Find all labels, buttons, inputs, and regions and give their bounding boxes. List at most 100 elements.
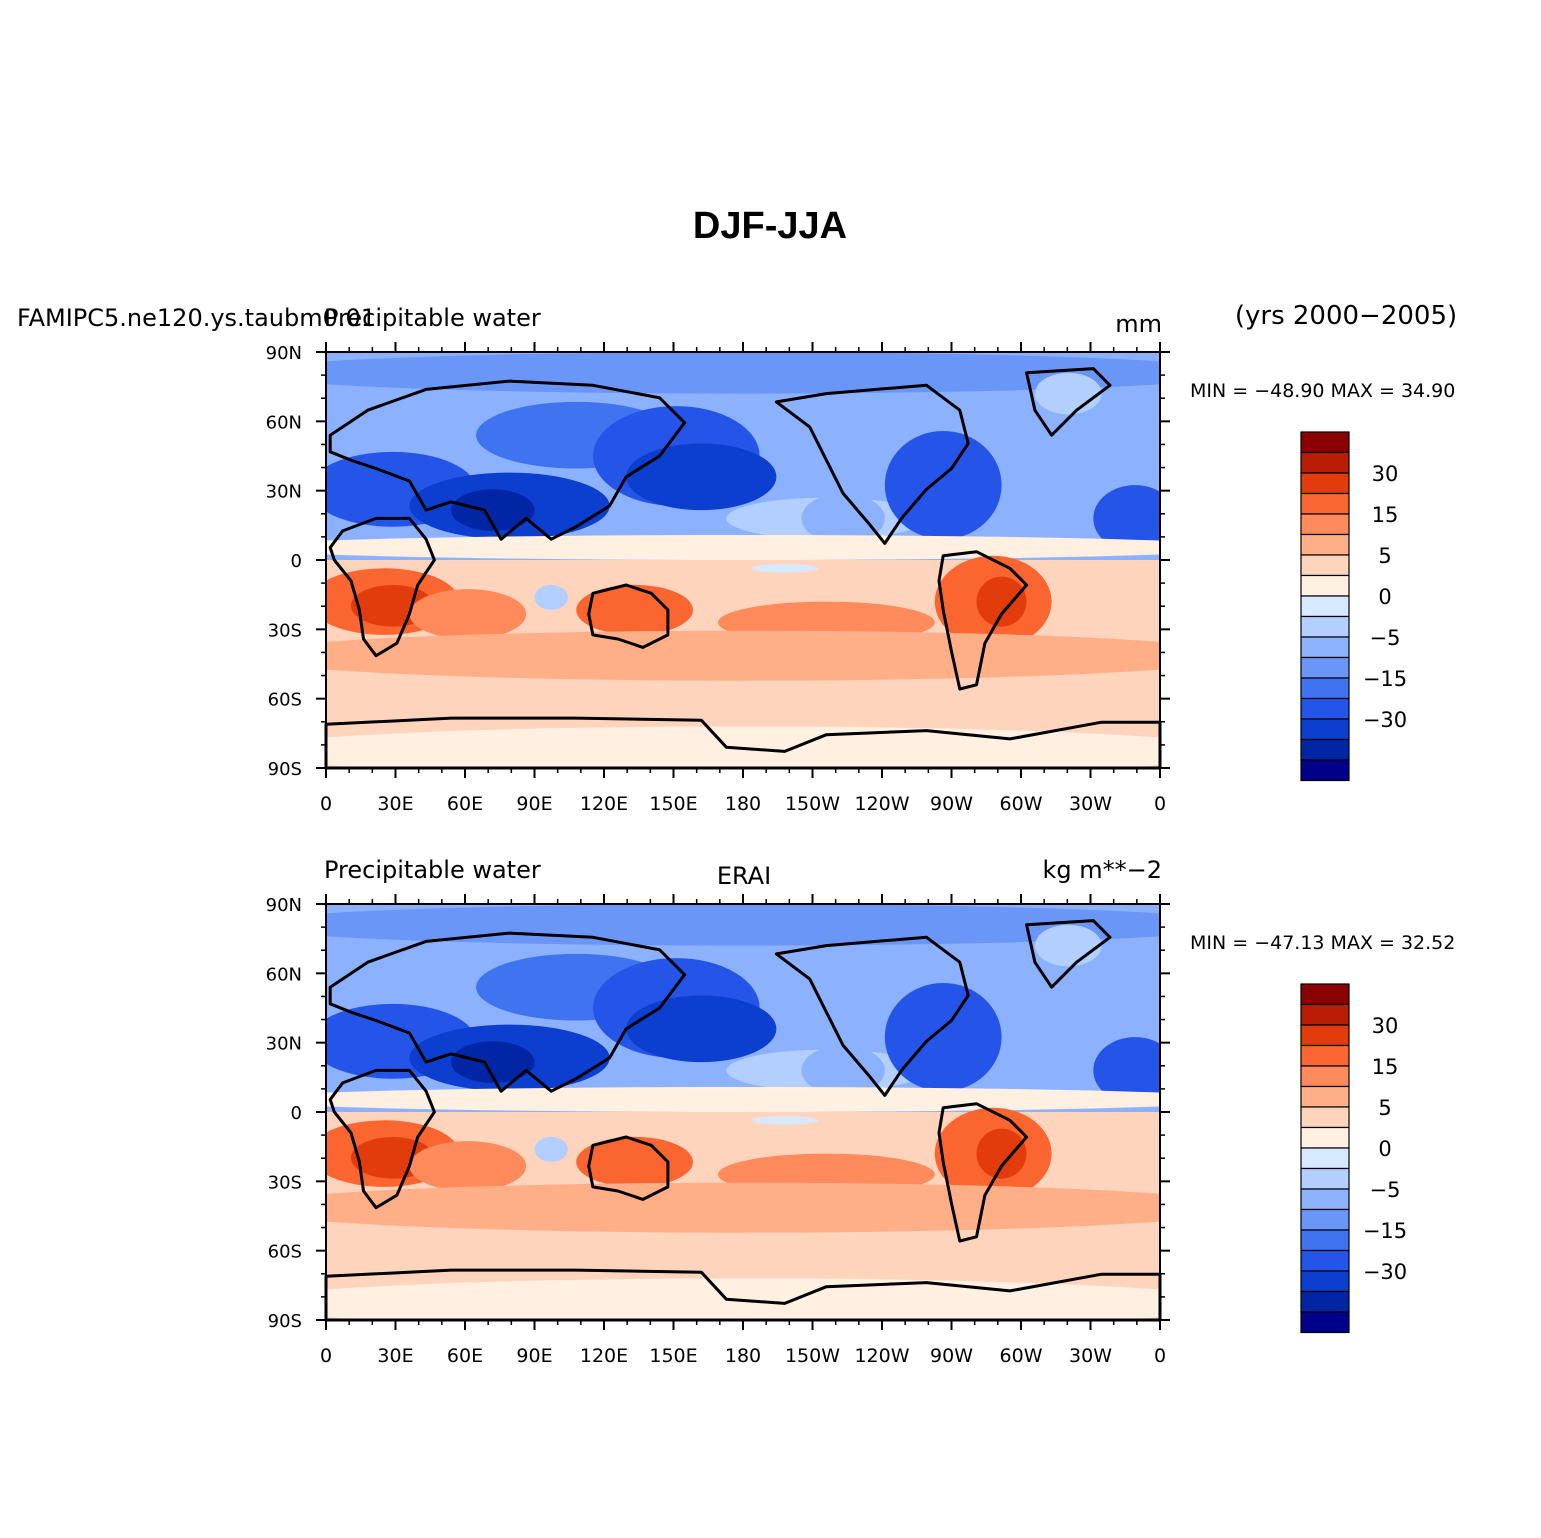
contour-region — [326, 535, 1160, 560]
colorbar-label: −15 — [1363, 1219, 1407, 1243]
coastline-australia — [587, 1135, 670, 1201]
panel1-case-name: FAMIPC5.ne120.ys.taubm0.01 — [17, 304, 376, 332]
coastline-africa — [328, 1068, 436, 1210]
colorbar-box — [1300, 1044, 1350, 1067]
contour-region — [884, 983, 1002, 1092]
contour-region — [326, 1182, 1160, 1233]
lat-tick-label: 90N — [266, 343, 302, 364]
field-layer — [326, 904, 1160, 1320]
colorbar-box — [1300, 1229, 1350, 1252]
contour-region — [326, 630, 1160, 681]
lat-tick-label: 0 — [291, 551, 302, 572]
lon-tick-label: 120E — [580, 793, 628, 815]
panel2-colorbar: 30 15 5 0 −5 −15 −30 — [1300, 983, 1407, 1334]
colorbar-label: 5 — [1378, 1096, 1391, 1120]
colorbar-label: 0 — [1378, 1137, 1391, 1161]
lon-tick-label: 0 — [1154, 793, 1166, 815]
lon-tick-label: 120W — [854, 793, 909, 815]
lon-tick-label: 60W — [1000, 793, 1043, 815]
lon-tick-label: 30E — [377, 1345, 413, 1367]
lat-tick-label: 90S — [268, 759, 302, 780]
coastline-samerica — [937, 1102, 1029, 1243]
lon-tick-label: 0 — [320, 793, 332, 815]
contour-region — [751, 564, 819, 573]
colorbar-box — [1300, 1003, 1350, 1026]
lon-tick-label: 90E — [516, 793, 552, 815]
panel1-map: 90N 60N 30N 0 30S 60S 90S 0 30E 60E 90E 120E 150E 180… — [266, 342, 1170, 815]
contour-region — [451, 1041, 535, 1083]
lat-tick-label: 30N — [266, 1034, 302, 1055]
field-layer — [326, 352, 1160, 768]
colorbar-box — [1300, 533, 1350, 556]
lon-tick-label: 180 — [725, 1345, 761, 1367]
panel1-min-max: MIN = −48.90 MAX = 34.90 — [1190, 380, 1455, 402]
panel2-dataset: ERAI — [717, 862, 771, 890]
colorbar-box — [1300, 1024, 1350, 1047]
colorbar-box — [1300, 1249, 1350, 1272]
coastline-namerica — [774, 935, 970, 1097]
colorbar-box — [1300, 636, 1350, 659]
coastline-namerica — [774, 383, 970, 545]
panel2-variable: Precipitable water — [324, 856, 541, 884]
lon-tick-label: 60E — [447, 793, 483, 815]
colorbar-label: 5 — [1378, 544, 1391, 568]
contour-region — [1034, 924, 1102, 967]
colorbar-box — [1300, 677, 1350, 700]
colorbar-box — [1300, 1290, 1350, 1313]
colorbar-label: −30 — [1363, 1260, 1407, 1284]
contour-region — [451, 489, 535, 531]
lat-tick-label: 60N — [266, 412, 302, 433]
lat-tick-label: 60N — [266, 964, 302, 985]
lon-tick-label: 0 — [1154, 1345, 1166, 1367]
colorbar-box — [1300, 738, 1350, 761]
lon-tick-label: 90W — [930, 1345, 973, 1367]
colorbar-box — [1300, 615, 1350, 638]
lon-tick-label: 150W — [785, 1345, 840, 1367]
contour-region — [801, 493, 885, 544]
period-label: (yrs 2000−2005) — [1235, 301, 1457, 331]
lat-tick-label: 90N — [266, 895, 302, 916]
colorbar-label: 0 — [1378, 585, 1391, 609]
lat-tick-label: 30S — [268, 620, 302, 641]
lon-tick-label: 150E — [649, 793, 697, 815]
panel-obs: Precipitable water ERAI kg m**−2 MIN = −… — [266, 856, 1456, 1367]
lon-tick-label: 90W — [930, 793, 973, 815]
lon-tick-label: 120E — [580, 1345, 628, 1367]
colorbar-box — [1300, 1065, 1350, 1088]
lat-tick-label: 30S — [268, 1172, 302, 1193]
panel1-units: mm — [1115, 310, 1162, 338]
colorbar-box — [1300, 1085, 1350, 1108]
coastline-eurasia — [328, 931, 687, 1093]
colorbar-label: −5 — [1370, 626, 1401, 650]
contour-region — [801, 1045, 885, 1096]
lon-tick-label: 150E — [649, 1345, 697, 1367]
lat-tick-label: 30N — [266, 482, 302, 503]
colorbar-box — [1300, 1167, 1350, 1190]
colorbar-label: −5 — [1370, 1178, 1401, 1202]
colorbar-box — [1300, 451, 1350, 474]
coastline-africa — [328, 516, 436, 658]
coastline-greenland — [1025, 919, 1112, 989]
colorbar-box — [1300, 431, 1350, 454]
contour-region — [409, 1141, 527, 1192]
panel2-map: 90N 60N 30N 0 30S 60S 90S 0 30E 60E 90E 120E 150E 180… — [266, 894, 1170, 1367]
colorbar-box — [1300, 554, 1350, 577]
contour-region — [326, 1087, 1160, 1112]
colorbar-box — [1300, 1106, 1350, 1129]
colorbar-box — [1300, 759, 1350, 782]
lon-tick-label: 150W — [785, 793, 840, 815]
panel1-colorbar: 30 15 5 0 −5 −15 −30 — [1300, 431, 1407, 782]
lon-tick-label: 60W — [1000, 1345, 1043, 1367]
colorbar-box — [1300, 513, 1350, 536]
colorbar-label: −30 — [1363, 708, 1407, 732]
coastlines — [324, 919, 1162, 1322]
lon-tick-label: 30W — [1069, 1345, 1112, 1367]
colorbar-box — [1300, 595, 1350, 618]
coastline-greenland — [1025, 367, 1112, 437]
contour-region — [576, 1136, 693, 1187]
colorbar-label: 15 — [1372, 503, 1399, 527]
colorbar-box — [1300, 718, 1350, 741]
colorbar-box — [1300, 492, 1350, 515]
coastline-samerica — [937, 550, 1029, 691]
